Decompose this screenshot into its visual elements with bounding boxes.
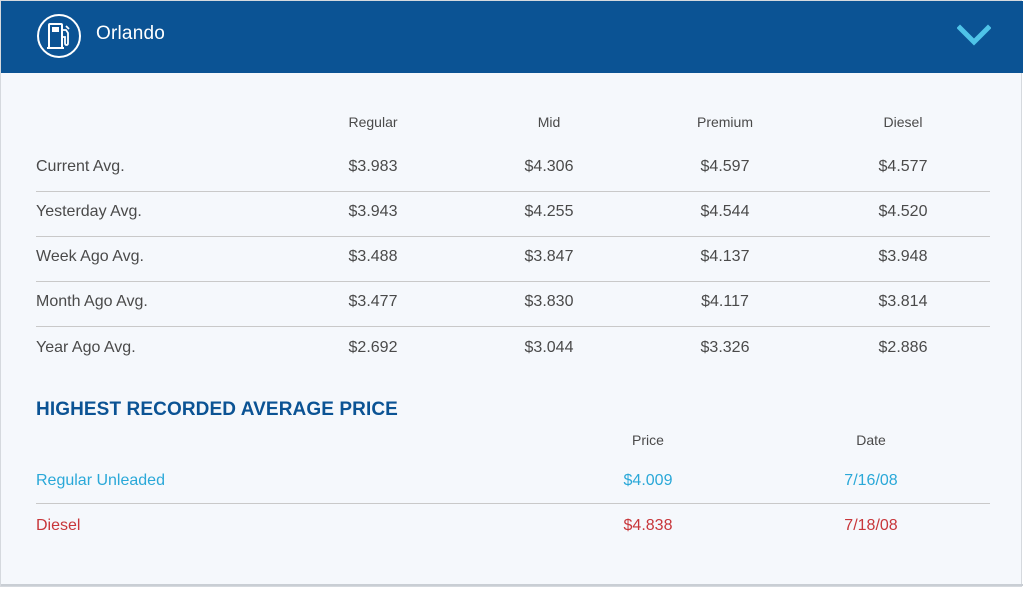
column-header-date: Date xyxy=(856,432,886,448)
table-cell: $3.847 xyxy=(524,248,574,265)
table-cell: $3.326 xyxy=(700,339,750,356)
table-cell: $4.520 xyxy=(878,203,928,220)
row-label: Week Ago Avg. xyxy=(36,248,144,265)
gas-pump-icon xyxy=(37,14,81,58)
table-cell: $4.137 xyxy=(700,248,750,265)
row-label: Yesterday Avg. xyxy=(36,203,142,220)
table-cell: $4.577 xyxy=(878,158,928,175)
column-header-diesel: Diesel xyxy=(883,114,923,130)
highest-price-regular: $4.009 xyxy=(623,472,673,489)
highest-row-label-diesel: Diesel xyxy=(36,517,81,534)
table-cell: $3.948 xyxy=(878,248,928,265)
column-header-price: Price xyxy=(632,432,664,448)
table-cell: $3.943 xyxy=(348,203,398,220)
table-cell: $3.488 xyxy=(348,248,398,265)
row-label: Month Ago Avg. xyxy=(36,293,148,310)
table-cell: $4.306 xyxy=(524,158,574,175)
city-name: Orlando xyxy=(96,23,165,44)
section-title-highest: HIGHEST RECORDED AVERAGE PRICE xyxy=(36,399,398,420)
row-divider xyxy=(36,236,990,237)
highest-date-diesel: 7/18/08 xyxy=(844,517,898,534)
column-header-mid: Mid xyxy=(537,114,561,130)
table-cell: $3.044 xyxy=(524,339,574,356)
row-label: Current Avg. xyxy=(36,158,125,175)
row-divider xyxy=(36,503,990,504)
column-header-regular: Regular xyxy=(348,114,398,130)
table-cell: $2.886 xyxy=(878,339,928,356)
row-divider xyxy=(36,281,990,282)
table-cell: $3.830 xyxy=(524,293,574,310)
table-cell: $3.983 xyxy=(348,158,398,175)
table-cell: $4.597 xyxy=(700,158,750,175)
row-divider xyxy=(36,191,990,192)
table-cell: $4.255 xyxy=(524,203,574,220)
highest-row-label-regular: Regular Unleaded xyxy=(36,472,165,489)
table-cell: $4.117 xyxy=(701,293,749,310)
table-cell: $4.544 xyxy=(700,203,750,220)
panel-bottom-border xyxy=(1,584,1023,586)
row-label: Year Ago Avg. xyxy=(36,339,136,356)
row-divider xyxy=(36,326,990,327)
highest-date-regular: 7/16/08 xyxy=(844,472,898,489)
table-cell: $3.477 xyxy=(348,293,398,310)
highest-price-diesel: $4.838 xyxy=(623,517,673,534)
table-cell: $2.692 xyxy=(348,339,398,356)
chevron-down-icon[interactable] xyxy=(957,23,991,51)
column-header-premium: Premium xyxy=(696,114,753,130)
table-cell: $3.814 xyxy=(878,293,928,310)
panel-header[interactable]: Orlando xyxy=(1,1,1023,73)
